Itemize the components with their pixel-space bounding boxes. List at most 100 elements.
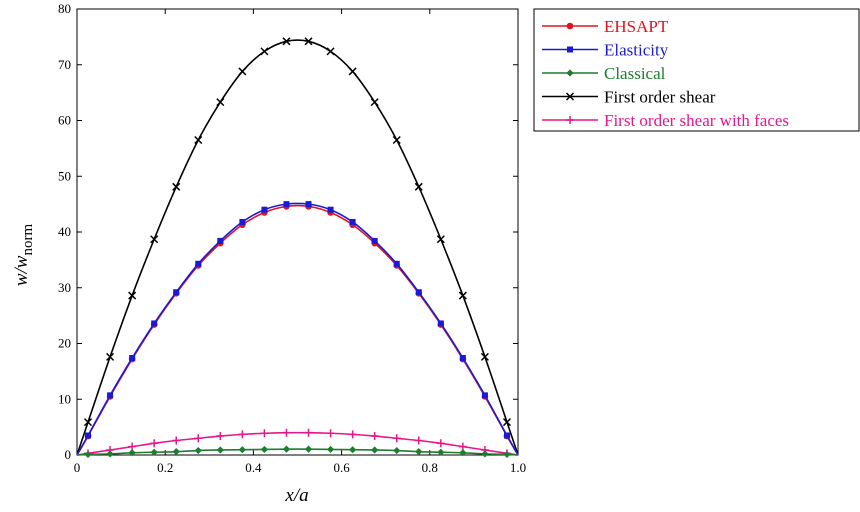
series-marker-first-order-shear-with-faces — [260, 429, 269, 438]
series-line-first-order-shear — [76, 39, 519, 456]
series-marker-elasticity — [503, 432, 510, 439]
y-axis-title-subscript: norm — [20, 224, 36, 256]
series-marker-first-order-shear — [326, 47, 335, 56]
x-tick-label: 1.0 — [510, 460, 526, 475]
series-marker-first-order-shear-with-faces — [238, 430, 247, 439]
series-marker-classical — [238, 446, 246, 454]
series-marker-elasticity — [305, 201, 312, 208]
series-marker-classical — [106, 450, 114, 458]
series-marker-elasticity — [151, 320, 158, 327]
series-marker-elasticity — [437, 320, 444, 327]
series-marker-legend-ehsapt — [566, 22, 574, 30]
series-marker-elasticity — [239, 218, 246, 225]
series-marker-classical — [304, 445, 313, 453]
series-marker-classical — [282, 445, 291, 453]
series-classical — [76, 445, 519, 459]
series-marker-first-order-shear — [194, 135, 203, 145]
series-marker-first-order-shear-with-faces — [194, 434, 203, 443]
x-axis-title: x/a — [284, 485, 308, 506]
x-tick-label: 0.4 — [245, 460, 262, 475]
series-marker-first-order-shear-with-faces — [326, 429, 335, 438]
series-marker-first-order-shear — [83, 418, 93, 427]
series-marker-classical — [172, 448, 180, 456]
series-marker-first-order-shear — [392, 135, 401, 145]
series-marker-elasticity — [371, 237, 378, 244]
series-marker-classical — [459, 449, 467, 457]
series-line-classical — [76, 448, 519, 456]
series-marker-elasticity — [283, 201, 290, 208]
series-marker-first-order-shear — [216, 98, 225, 107]
series-marker-elasticity — [173, 289, 180, 296]
series-marker-classical — [216, 446, 224, 454]
series-marker-elasticity — [195, 260, 202, 267]
series-marker-elasticity — [393, 260, 400, 267]
series-marker-elasticity — [261, 206, 268, 213]
series-marker-first-order-shear-with-faces — [392, 434, 401, 443]
legend-label: EHSAPT — [604, 17, 669, 36]
legend-item-first-order-shear-with-faces: First order shear with faces — [542, 111, 789, 130]
series-marker-elasticity — [85, 432, 92, 439]
legend-box — [533, 8, 860, 132]
series-marker-first-order-shear — [282, 37, 291, 46]
series-marker-first-order-shear — [106, 352, 115, 361]
x-tick-label: 0.8 — [422, 460, 438, 475]
series-marker-first-order-shear — [502, 418, 512, 427]
series-marker-first-order-shear — [436, 235, 445, 244]
series-marker-classical — [415, 448, 423, 456]
y-axis-title-main: w/w — [11, 255, 32, 286]
series-marker-first-order-shear-with-faces — [282, 428, 291, 437]
legend-label: Elasticity — [604, 41, 669, 60]
series-line-ehsapt — [76, 204, 519, 456]
series-marker-first-order-shear-with-faces — [414, 436, 423, 445]
series-marker-first-order-shear-with-faces — [216, 432, 225, 441]
series-marker-first-order-shear — [304, 37, 313, 46]
series-marker-elasticity — [415, 289, 422, 296]
y-tick-label: 40 — [58, 224, 71, 239]
y-tick-label: 70 — [58, 57, 71, 72]
series-marker-legend-first-order-shear-with-faces — [566, 116, 574, 124]
series-line-elasticity — [76, 202, 519, 456]
series-marker-classical — [150, 448, 158, 456]
series-marker-first-order-shear-with-faces — [172, 436, 181, 445]
series-marker-first-order-shear — [260, 47, 269, 56]
series-marker-classical — [503, 450, 511, 459]
x-tick-label: 0.6 — [333, 460, 350, 475]
legend-item-ehsapt: EHSAPT — [542, 17, 669, 36]
y-tick-label: 30 — [58, 280, 71, 295]
series-marker-elasticity — [459, 354, 466, 361]
series-marker-first-order-shear — [172, 182, 181, 191]
series-marker-first-order-shear-with-faces — [304, 428, 313, 437]
y-tick-label: 10 — [58, 391, 71, 406]
axis-ticks: 0 0.2 0.4 0.6 0.8 1.0 0 10 20 30 40 50 60 70 80 — [58, 1, 526, 475]
series-marker-first-order-shear-with-faces — [348, 430, 357, 439]
series-marker-classical — [84, 450, 92, 459]
legend: EHSAPT Elasticity Classical First order she… — [533, 8, 860, 132]
x-tick-label: 0 — [74, 460, 81, 475]
series-marker-legend-elasticity — [567, 46, 573, 53]
legend-label: Classical — [604, 64, 666, 83]
series-marker-first-order-shear — [348, 67, 357, 76]
series-marker-classical — [481, 450, 489, 458]
series-marker-elasticity — [129, 354, 136, 361]
y-axis-title: w/wnorm — [11, 224, 36, 287]
y-tick-label: 50 — [58, 168, 71, 183]
plot-frame — [76, 8, 519, 456]
series-marker-first-order-shear — [370, 98, 379, 107]
series-marker-first-order-shear-with-faces — [150, 439, 159, 448]
series-marker-elasticity — [107, 392, 114, 399]
series-first-order-shear — [76, 37, 519, 456]
series-marker-first-order-shear — [480, 352, 489, 361]
legend-item-elasticity: Elasticity — [542, 41, 669, 60]
series-layer — [76, 37, 519, 459]
series-marker-classical — [371, 446, 379, 454]
series-ehsapt — [76, 203, 519, 456]
y-tick-label: 60 — [58, 113, 71, 128]
series-marker-first-order-shear — [150, 235, 159, 244]
legend-item-classical: Classical — [542, 64, 666, 83]
series-elasticity — [76, 201, 519, 456]
series-marker-first-order-shear — [458, 291, 467, 300]
legend-label: First order shear — [604, 88, 716, 107]
series-line-first-order-shear-with-faces — [76, 431, 519, 456]
y-tick-label: 20 — [58, 336, 71, 351]
